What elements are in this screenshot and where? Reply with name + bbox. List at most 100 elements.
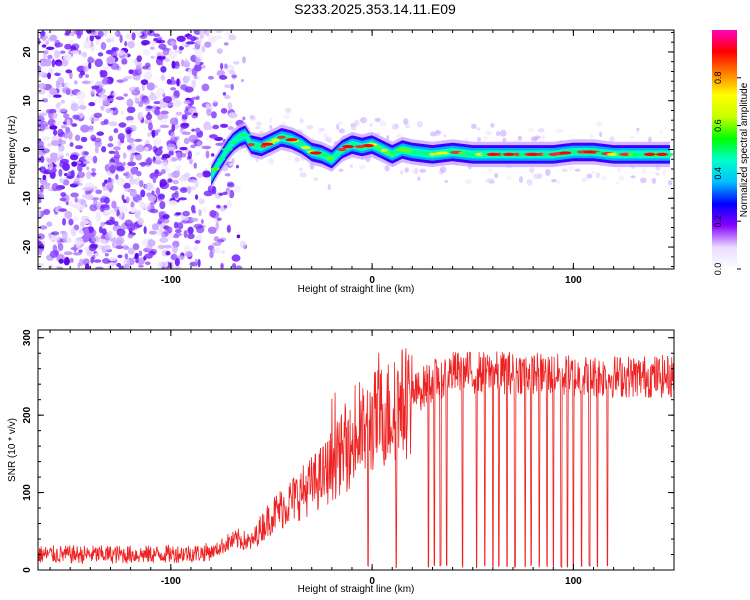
spectrogram-noise-cell xyxy=(180,177,184,182)
spectrogram-noise-cell xyxy=(195,128,200,133)
spectrogram-noise-cell xyxy=(175,258,180,266)
spectrogram-noise-cell xyxy=(128,69,133,74)
spectrogram-noise-cell xyxy=(148,122,153,130)
spectrogram-noise-cell xyxy=(36,200,42,204)
spectrogram-noise-cell xyxy=(149,94,157,100)
spectrogram-noise-cell xyxy=(208,76,214,80)
spectrogram-noise-cell xyxy=(138,250,142,256)
spectrogram-noise-cell xyxy=(147,132,151,137)
spectrogram-noise-cell xyxy=(377,131,381,135)
spectrogram-noise-cell xyxy=(127,223,135,231)
spectrogram-noise-cell xyxy=(471,124,477,129)
spectrogram-noise-cell xyxy=(484,136,488,140)
spectrogram-noise-cell xyxy=(101,146,106,152)
spectrogram-noise-cell xyxy=(134,210,141,214)
spectrogram-noise-cell xyxy=(215,29,223,34)
spectrogram-noise-cell xyxy=(216,205,221,209)
spectrogram-noise-cell xyxy=(188,108,196,113)
spectrogram-hotspot xyxy=(375,146,382,149)
spectrogram-noise-cell xyxy=(533,137,538,140)
spectrogram-noise-cell xyxy=(196,172,203,177)
spectrogram-noise-cell xyxy=(57,70,63,74)
colorbar-label: Normalized spectral amplitude xyxy=(739,82,750,217)
spectrogram-noise-cell xyxy=(228,112,237,118)
spectrogram-noise-cell xyxy=(237,234,241,238)
spectrogram-noise-cell xyxy=(202,170,211,177)
spectrogram-noise-cell xyxy=(58,259,63,264)
spectrogram-noise-cell xyxy=(160,66,166,73)
spectrogram-noise-cell xyxy=(542,135,546,140)
spectrogram-noise-cell xyxy=(55,266,62,271)
spectrogram-noise-cell xyxy=(117,229,126,237)
spectrogram-noise-cell xyxy=(49,125,57,129)
spectrogram-noise-cell xyxy=(568,166,575,171)
spectrogram-noise-cell xyxy=(83,65,89,72)
spectrogram-noise-cell xyxy=(336,124,339,130)
spectrogram-noise-cell xyxy=(71,50,79,54)
spectrogram-peak xyxy=(310,151,322,154)
spectrogram-noise-cell xyxy=(236,165,239,169)
spectrogram-noise-cell xyxy=(241,79,244,82)
spectrogram-noise-cell xyxy=(582,178,588,183)
spectrogram-noise-cell xyxy=(58,145,64,152)
snr-xtick-label: 100 xyxy=(565,576,582,587)
spectrogram-noise-cell xyxy=(42,44,47,48)
spectrogram-noise-cell xyxy=(307,125,314,129)
spectrogram-noise-cell xyxy=(140,190,145,198)
spectrogram-noise-cell xyxy=(106,56,115,64)
spectrogram-hotspot xyxy=(301,146,311,149)
spectrogram-noise-cell xyxy=(64,211,72,219)
spectrogram-noise-cell xyxy=(60,198,67,201)
spectrogram-noise-cell xyxy=(212,125,219,130)
spectrogram-noise-cell xyxy=(300,118,304,123)
spectrogram-noise-cell xyxy=(82,52,87,57)
spectrogram-noise-cell xyxy=(90,91,94,95)
spectrogram-noise-cell xyxy=(144,72,153,81)
spectrogram-noise-cell xyxy=(187,233,194,239)
spectrogram-noise-cell xyxy=(45,32,52,38)
spectrogram-noise-cell xyxy=(79,73,83,78)
spectrogram-noise-cell xyxy=(193,246,198,251)
spectrogram-noise-cell xyxy=(242,117,245,121)
spectrogram-noise-cell xyxy=(154,148,162,157)
spectrogram-noise-cell xyxy=(107,143,113,147)
spectrogram-noise-cell xyxy=(51,231,59,235)
colorbar-tick-label: 0.0 xyxy=(713,263,723,276)
spectrogram-noise-cell xyxy=(227,225,231,233)
snr-ytick-label: 0 xyxy=(22,567,33,573)
spectrogram-noise-cell xyxy=(56,80,60,88)
spectrogram-noise-cell xyxy=(213,100,218,103)
spectrogram-noise-cell xyxy=(46,221,52,227)
spectrogram-noise-cell xyxy=(159,201,165,209)
spectrogram-noise-cell xyxy=(227,190,230,197)
spectrogram-noise-cell xyxy=(220,124,228,128)
spectrogram-noise-cell xyxy=(168,200,177,205)
spectrogram-noise-cell xyxy=(234,185,241,192)
spectrogram-noise-cell xyxy=(130,202,134,208)
spectrogram-noise-cell xyxy=(500,130,507,137)
spectrogram-noise-cell xyxy=(360,117,367,123)
spectrogram-noise-cell xyxy=(161,218,170,223)
spectrogram-noise-cell xyxy=(176,139,180,147)
spectrogram-noise-cell xyxy=(148,195,156,202)
spectrogram-noise-cell xyxy=(124,41,127,46)
spectrogram-noise-cell xyxy=(142,239,148,246)
spectrogram-noise-cell xyxy=(114,151,119,156)
spectrogram-noise-cell xyxy=(102,98,110,106)
spectrogram-noise-cell xyxy=(43,53,47,61)
spectrogram-noise-cell xyxy=(114,31,117,36)
spectrogram-noise-cell xyxy=(187,227,193,234)
spectrogram-noise-cell xyxy=(146,157,152,165)
spectrogram-hotspot xyxy=(222,148,233,151)
spectrogram-noise-cell xyxy=(82,187,91,192)
spectrogram-noise-cell xyxy=(194,224,203,229)
spectrogram-noise-cell xyxy=(108,257,117,261)
spectrogram-noise-cell xyxy=(70,192,79,197)
spectrogram-noise-cell xyxy=(224,42,229,46)
spectrogram-noise-cell xyxy=(197,141,201,147)
spectrogram-noise-cell xyxy=(220,63,223,70)
spectrogram-noise-cell xyxy=(201,84,209,92)
spectrogram-noise-cell xyxy=(82,81,91,85)
spectrogram-noise-cell xyxy=(556,181,561,184)
spectrogram-noise-cell xyxy=(392,124,398,130)
